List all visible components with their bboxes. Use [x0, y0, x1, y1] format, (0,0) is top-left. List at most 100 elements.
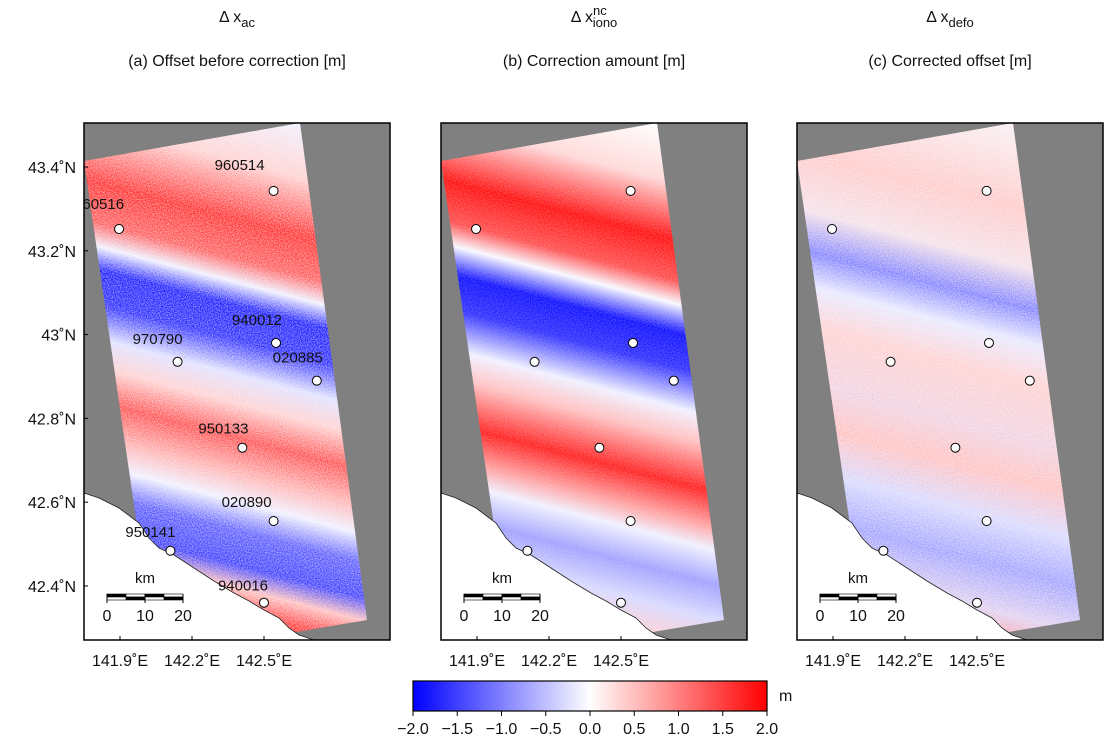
- station-label: 940012: [232, 312, 282, 329]
- scale-segment: [482, 596, 503, 601]
- station: [981, 185, 992, 196]
- lat-tick-label: 43.4˚N: [28, 160, 76, 177]
- symbol: Δ x: [926, 9, 948, 26]
- scale-segment: [463, 593, 484, 598]
- station: [237, 442, 248, 453]
- station: [268, 185, 279, 196]
- scale-segment: [163, 596, 184, 601]
- scale-segment: [482, 593, 503, 598]
- scale-tick-label: 20: [887, 608, 905, 625]
- scale-tick-label: 0: [816, 608, 825, 625]
- station: [950, 442, 961, 453]
- panel-title: (a) Offset before correction [m]: [128, 53, 346, 70]
- station-label: 970790: [133, 331, 183, 348]
- lon-tick-label: 141.9˚E: [805, 653, 861, 670]
- scale-tick-label: 0: [460, 608, 469, 625]
- station: [625, 185, 636, 196]
- colorbar-tick-label: 2.0: [756, 721, 778, 738]
- station: [311, 375, 322, 386]
- lon-tick-label: 142.2˚E: [877, 653, 933, 670]
- station: [471, 223, 482, 234]
- lon-tick-label: 142.2˚E: [164, 653, 220, 670]
- station: [268, 516, 279, 527]
- lon-tick-label: 142.5˚E: [949, 653, 1005, 670]
- scale-tick-label: 10: [849, 608, 867, 625]
- station: [625, 516, 636, 527]
- scale-segment: [838, 593, 859, 598]
- scale-tick-label: 10: [136, 608, 154, 625]
- panel-title: (c) Corrected offset [m]: [868, 53, 1031, 70]
- scale-unit: km: [492, 570, 512, 587]
- lat-tick-label: 43˚N: [41, 328, 76, 345]
- subscript: iono: [593, 15, 618, 30]
- subscript: defo: [948, 15, 973, 30]
- scale-segment: [125, 596, 146, 601]
- panel-symbol: Δ xdefo: [926, 9, 974, 30]
- scale-segment: [106, 593, 127, 598]
- lon-tick-label: 141.9˚E: [449, 653, 505, 670]
- station: [165, 545, 176, 556]
- scale-segment: [501, 596, 522, 601]
- panel-frame: [796, 122, 1104, 641]
- scale-segment: [520, 596, 541, 601]
- lat-tick-label: 42.8˚N: [28, 411, 76, 428]
- station: [628, 337, 638, 348]
- symbol: Δ x: [219, 9, 241, 26]
- station: [529, 356, 540, 367]
- swath-noise: [84, 123, 367, 633]
- scale-segment: [876, 593, 897, 598]
- lon-tick-label: 142.5˚E: [236, 653, 292, 670]
- station: [981, 516, 992, 527]
- lon-tick-label: 141.9˚E: [92, 653, 148, 670]
- map-panel: km 0 10 20 960514 960516 940012 970790 020885 950…: [84, 123, 390, 640]
- scale-tick-label: 20: [174, 608, 192, 625]
- scale-unit: km: [135, 570, 155, 587]
- swath-noise: [441, 123, 724, 633]
- scale-tick-label: 10: [493, 608, 511, 625]
- scale-segment: [819, 593, 840, 598]
- scale-segment: [501, 593, 522, 598]
- station-label: 020885: [273, 350, 323, 367]
- scale-tick-label: 0: [103, 608, 112, 625]
- colorbar-tick-label: −1.0: [486, 721, 518, 738]
- station: [972, 597, 982, 608]
- colorbar-unit: m: [779, 688, 792, 705]
- station-label: 950141: [125, 524, 175, 541]
- colorbar: [412, 680, 768, 712]
- station: [616, 597, 626, 608]
- station: [1024, 375, 1035, 386]
- lat-tick-label: 43.2˚N: [28, 244, 76, 261]
- scale-unit: km: [848, 570, 868, 587]
- scale-segment: [857, 593, 878, 598]
- scale-segment: [144, 596, 165, 601]
- station-label: 950133: [198, 421, 248, 438]
- lon-tick-label: 142.5˚E: [593, 653, 649, 670]
- colorbar-tick-label: −0.5: [530, 721, 562, 738]
- station: [984, 337, 994, 348]
- station: [827, 223, 838, 234]
- colorbar-tick-label: −1.5: [441, 721, 473, 738]
- land: [84, 492, 315, 640]
- scale-segment: [819, 596, 840, 601]
- colorbar-tick-label: −2.0: [397, 721, 429, 738]
- symbol: Δ x: [571, 9, 593, 26]
- station-label: 020890: [222, 494, 272, 511]
- colorbar-tick-label: 0.0: [579, 721, 601, 738]
- swath-noise: [797, 123, 1080, 633]
- scale-tick-label: 20: [531, 608, 549, 625]
- colorbar-tick-label: 1.5: [712, 721, 734, 738]
- panel-symbol: Δ xnc iono: [571, 3, 618, 30]
- scale-segment: [144, 593, 165, 598]
- station-label: 940016: [218, 578, 268, 595]
- panel-title: (b) Correction amount [m]: [503, 53, 685, 70]
- colorbar-tick-label: 1.0: [667, 721, 689, 738]
- land: [797, 492, 1028, 640]
- lon-tick-label: 142.2˚E: [521, 653, 577, 670]
- map-panel: km 0 10 20: [441, 123, 747, 640]
- superscript: nc: [593, 3, 607, 18]
- scale-segment: [163, 593, 184, 598]
- station: [114, 223, 125, 234]
- panel-symbol: Δ xac: [219, 9, 255, 30]
- lat-tick-label: 42.4˚N: [28, 579, 76, 596]
